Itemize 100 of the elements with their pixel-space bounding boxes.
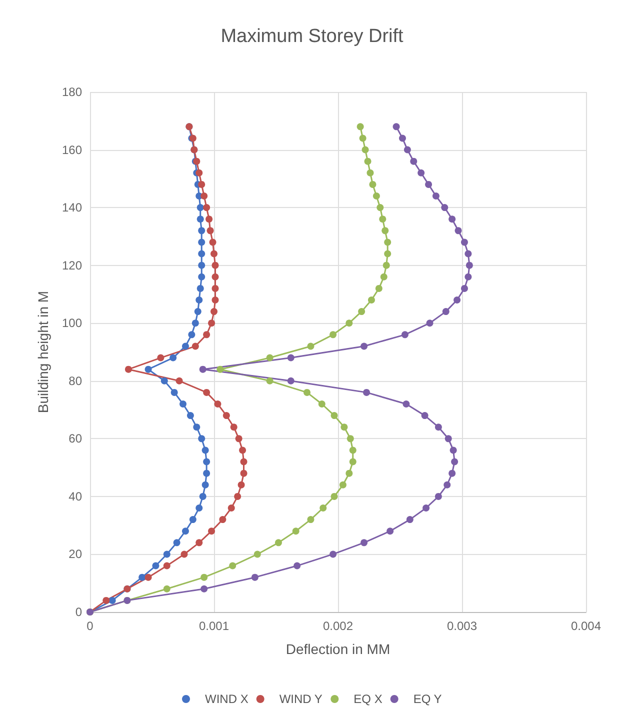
point [238, 481, 245, 488]
y-axis-title: Building height in M [35, 290, 51, 414]
x-tick-label: 0 [86, 619, 94, 633]
point [198, 435, 206, 442]
point [369, 180, 376, 188]
point [212, 296, 219, 304]
y-tick-label: 60 [68, 432, 82, 446]
point [193, 424, 200, 431]
y-tick-label: 20 [68, 547, 82, 562]
point [384, 250, 392, 258]
point [196, 504, 203, 512]
point [360, 539, 368, 546]
point [330, 492, 338, 500]
point [163, 585, 170, 592]
point [200, 585, 208, 592]
legend-label: WIND Y [279, 692, 322, 706]
point [199, 366, 206, 373]
point [216, 366, 224, 373]
point [234, 492, 242, 500]
point [434, 424, 442, 431]
point [366, 169, 374, 176]
point [356, 123, 364, 130]
point [362, 146, 369, 154]
point [442, 308, 450, 316]
point [219, 516, 226, 524]
point [434, 492, 442, 500]
point [176, 377, 183, 384]
point [198, 250, 206, 258]
point [157, 354, 164, 362]
point [163, 562, 170, 570]
point [401, 331, 408, 338]
point [287, 377, 294, 384]
point [454, 227, 462, 234]
legend-label: EQ Y [413, 692, 442, 706]
point [102, 596, 110, 604]
point [163, 550, 170, 558]
point [398, 134, 406, 142]
point [426, 320, 434, 327]
point [206, 227, 214, 234]
point [196, 284, 204, 292]
point [292, 528, 300, 535]
point [203, 470, 210, 477]
point [198, 238, 206, 246]
point [196, 296, 203, 304]
point [359, 134, 366, 142]
point [372, 192, 380, 200]
point [108, 596, 116, 604]
legend-label: EQ X [354, 692, 382, 706]
point [173, 539, 180, 546]
point [379, 216, 386, 223]
point [189, 516, 196, 524]
point [235, 435, 242, 442]
point [451, 458, 458, 466]
point [198, 262, 206, 269]
point [346, 435, 354, 442]
point [180, 400, 186, 408]
point [198, 180, 206, 188]
point [198, 227, 206, 234]
point [124, 366, 132, 373]
point [254, 550, 261, 558]
point [198, 273, 206, 280]
point [266, 377, 274, 384]
point [410, 158, 418, 165]
point [229, 562, 236, 570]
point [330, 331, 337, 338]
point [368, 296, 375, 304]
point [432, 192, 440, 200]
point [228, 504, 235, 512]
point [210, 308, 218, 316]
point [240, 470, 248, 477]
point [363, 388, 370, 396]
point [152, 562, 160, 570]
point [444, 481, 451, 488]
point [460, 284, 468, 292]
point [287, 354, 294, 362]
point [304, 388, 310, 396]
point [307, 342, 314, 350]
point [203, 458, 210, 466]
point [382, 227, 389, 234]
point [444, 435, 452, 442]
point [203, 331, 210, 338]
point [318, 400, 326, 408]
point [330, 550, 337, 558]
y-tick-label: 120 [62, 258, 82, 272]
point [196, 216, 204, 223]
point [464, 250, 472, 258]
point [346, 320, 353, 327]
point [182, 528, 189, 535]
point [421, 412, 428, 420]
point [358, 308, 366, 316]
point [274, 539, 282, 546]
point [380, 273, 388, 280]
point [364, 158, 372, 165]
point [418, 169, 425, 176]
point [212, 273, 219, 280]
point [144, 366, 152, 373]
point [346, 470, 353, 477]
point [199, 492, 206, 500]
point [203, 204, 210, 212]
y-tick-label: 140 [62, 200, 82, 215]
